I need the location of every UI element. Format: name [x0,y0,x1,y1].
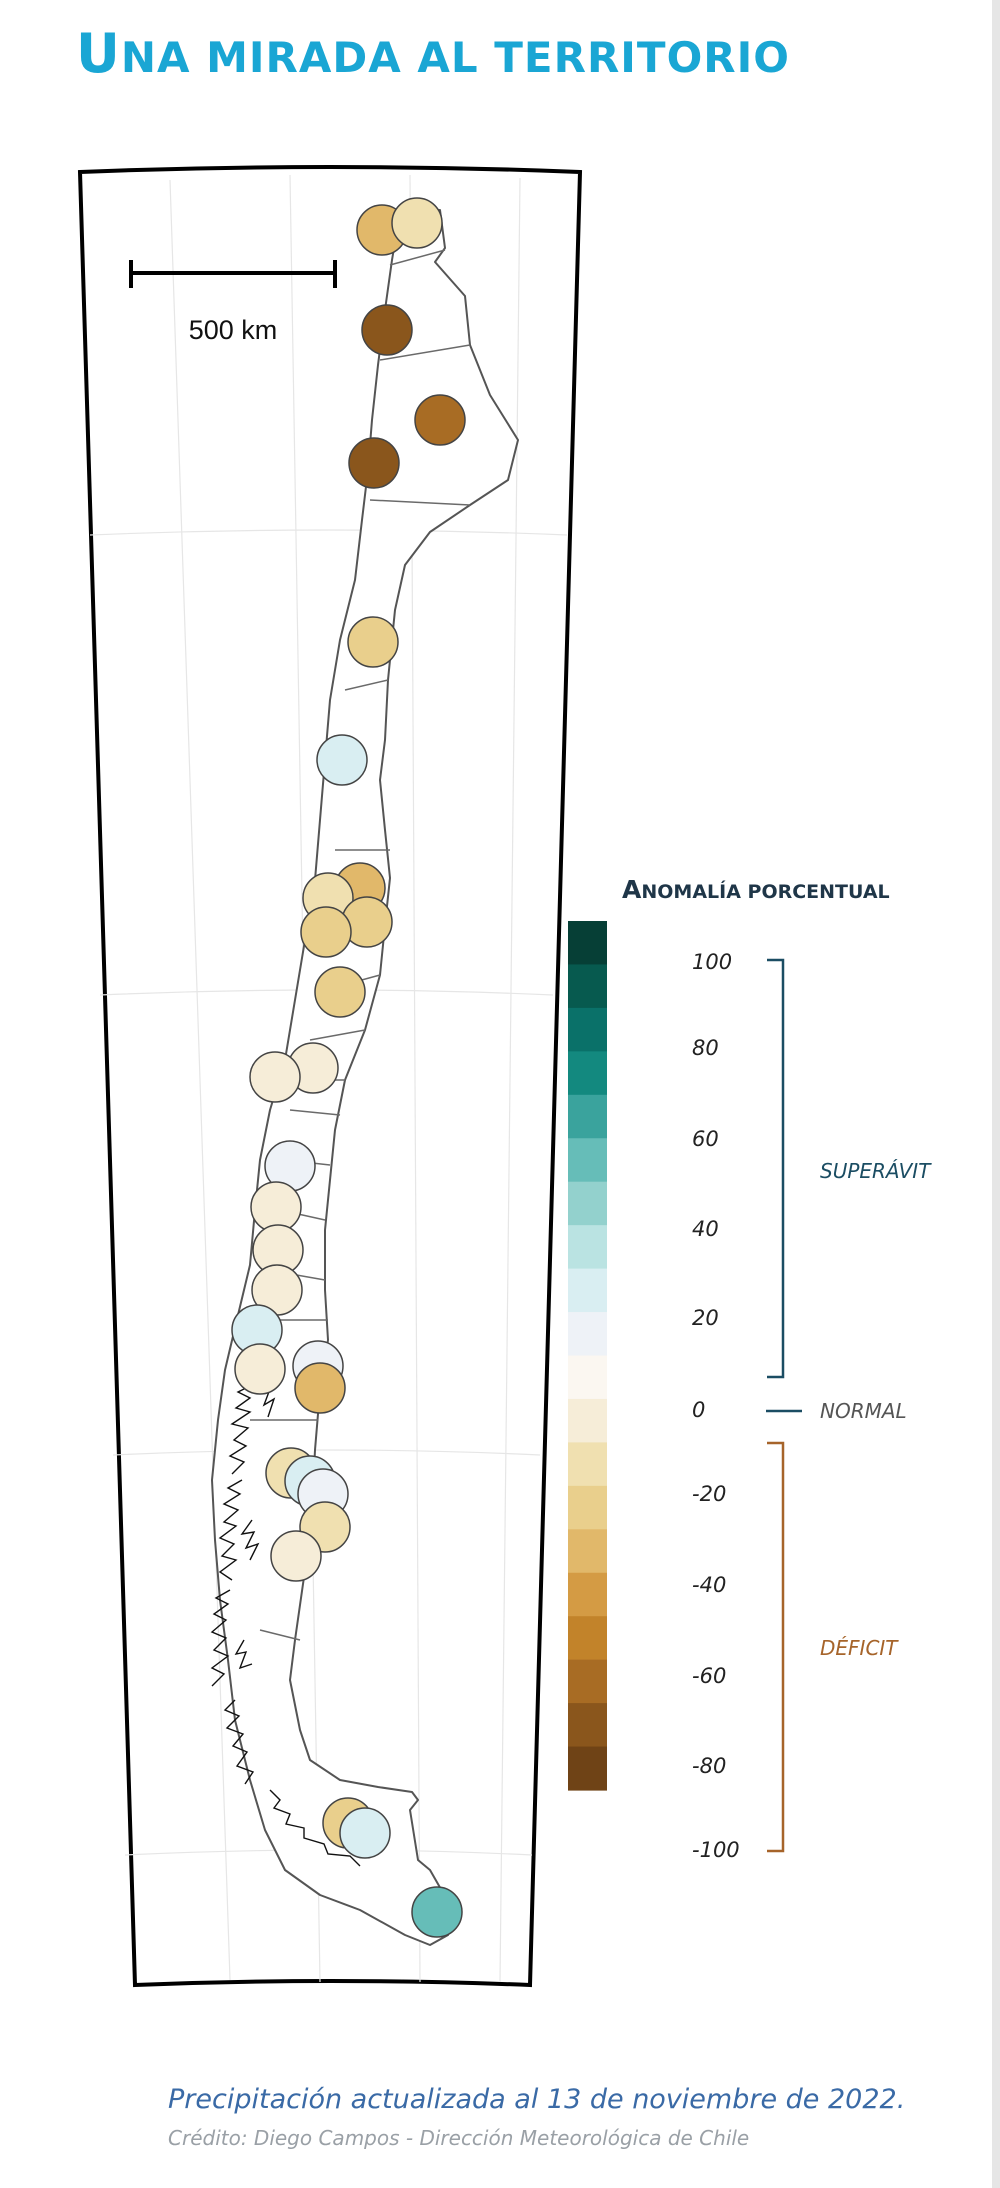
page-title: UNA MIRADA AL TERRITORIO [76,22,790,85]
station-marker [414,394,466,446]
legend-tick: -20 [692,1482,727,1506]
legend-color-step [568,1268,607,1313]
normal-label: NORMAL [820,1399,907,1423]
legend-color-step [568,1746,607,1791]
station-markers [231,197,466,1938]
page-edge [992,0,1000,2188]
legend-color-step [568,1398,607,1443]
legend-title: ANOMALÍA PORCENTUAL [622,875,890,904]
surplus-label: SUPERÁVIT [820,1159,931,1183]
legend-color-step [568,964,607,1009]
station-marker [339,1807,391,1859]
station-marker [347,616,399,668]
station-marker [316,734,368,786]
legend-color-step [568,1181,607,1226]
station-marker [249,1051,301,1103]
legend-tick: 20 [692,1306,719,1330]
legend-color-step [568,1703,607,1748]
legend-color-step [568,1529,607,1574]
scale-bar-label: 500 km [189,315,278,345]
legend-colorbar [568,921,607,1791]
legend-tick: -80 [692,1754,727,1778]
legend-color-step [568,1659,607,1704]
legend-color-step [568,1616,607,1661]
legend-tick: 80 [692,1036,719,1060]
deficit-bracket [767,1441,785,1853]
credit-line: Crédito: Diego Campos - Dirección Meteor… [168,2126,750,2150]
legend-color-step [568,1312,607,1357]
station-marker [361,304,413,356]
legend-tick: -100 [692,1838,740,1862]
station-marker [411,1886,463,1938]
legend-tick: -40 [692,1573,727,1597]
legend-color-step [568,1225,607,1270]
legend-color-step [568,1485,607,1530]
legend-color-step [568,1051,607,1096]
legend-color-step [568,1572,607,1617]
legend-color-step [568,1442,607,1487]
legend-tick: 0 [692,1398,706,1422]
legend-color-step [568,921,607,966]
station-marker [391,197,443,249]
legend-tick: 100 [692,950,733,974]
legend-tick: -60 [692,1664,727,1688]
caption: Precipitación actualizada al 13 de novie… [168,2084,906,2115]
legend-color-step [568,1094,607,1139]
surplus-bracket [767,958,785,1379]
legend-tick: 60 [692,1127,719,1151]
station-marker [234,1343,286,1395]
station-marker [300,906,352,958]
station-marker [314,966,366,1018]
legend-color-step [568,1007,607,1052]
deficit-label: DÉFICIT [820,1636,898,1660]
station-marker [348,437,400,489]
station-marker [270,1530,322,1582]
legend-tick: 40 [692,1217,719,1241]
scale-bar [129,260,337,288]
legend-color-step [568,1138,607,1183]
station-marker [294,1362,346,1414]
legend-color-step [568,1355,607,1400]
